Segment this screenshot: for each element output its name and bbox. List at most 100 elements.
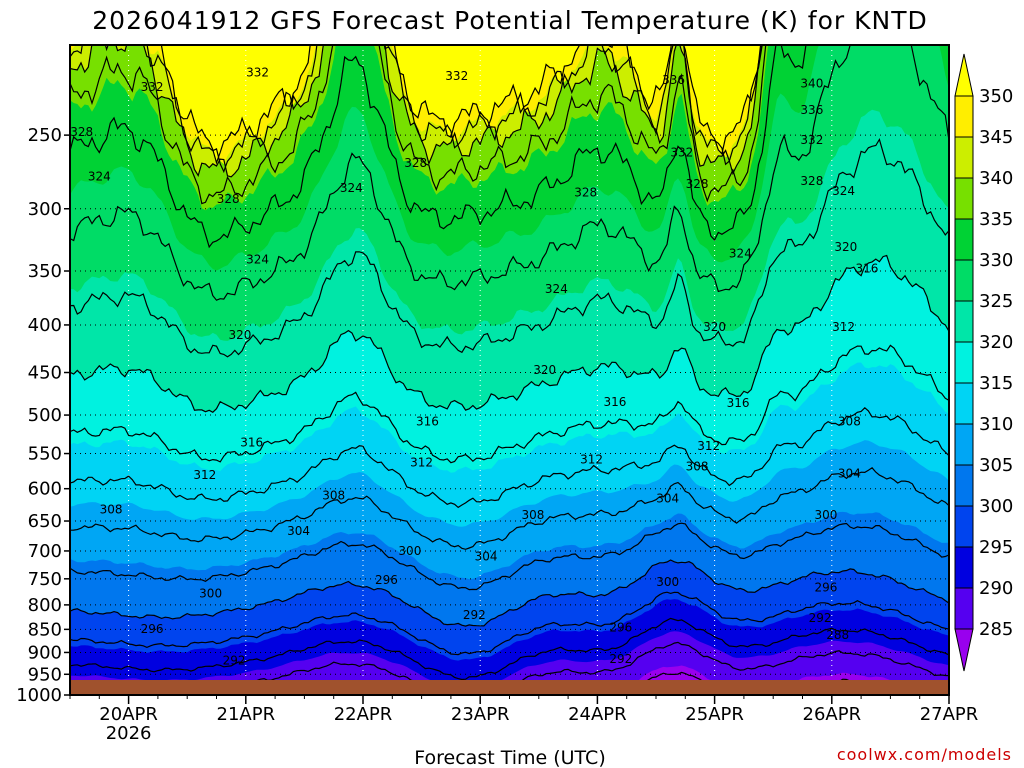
contour-label: 316 [416, 414, 439, 428]
contour-label: 312 [580, 452, 603, 466]
colorbar-label: 345 [979, 127, 1013, 148]
isentrope-line [70, 591, 949, 656]
colorbar-label: 305 [979, 455, 1013, 476]
contour-label: 312 [697, 439, 720, 453]
x-tick-label: 20APR [99, 704, 158, 725]
contour-label: 328 [217, 192, 240, 206]
contour-label: 324 [545, 282, 568, 296]
colorbar-label: 315 [979, 373, 1013, 394]
y-tick-label: 300 [28, 199, 62, 220]
theta-band [161, 45, 761, 163]
contour-label: 296 [609, 620, 632, 634]
contour-label: 324 [88, 170, 111, 184]
colorbar-label: 320 [979, 332, 1013, 353]
isentrope-line [70, 344, 949, 464]
contour-label: 320 [834, 240, 857, 254]
contour-label: 316 [727, 396, 750, 410]
y-tick-label: 450 [28, 363, 62, 384]
y-tick-label: 650 [28, 511, 62, 532]
isentrope-line [70, 45, 767, 205]
ground-surface [70, 680, 949, 695]
y-tick-label: 250 [28, 125, 62, 146]
isentrope-line [70, 254, 949, 414]
colorbar-segment [954, 587, 974, 630]
contour-label: 304 [656, 492, 679, 506]
contour-label: 296 [814, 580, 837, 594]
contour-label: 316 [856, 262, 879, 276]
contour-label: 312 [410, 455, 433, 469]
colorbar-segment [954, 177, 974, 220]
colorbar-label: 290 [979, 578, 1013, 599]
contour-label: 292 [223, 653, 246, 667]
colorbar-segment [954, 95, 974, 138]
x-axis: 20APR 21APR 22APR 23APR 24APR 25APR 26APR 27APR… [69, 695, 979, 744]
contour-label: 328 [404, 156, 427, 170]
colorbar-segment [954, 136, 974, 179]
colorbar-min-arrow [954, 628, 974, 672]
contour-label: 332 [246, 65, 269, 79]
contour-label: 296 [141, 622, 164, 636]
contour-label: 292 [463, 608, 486, 622]
colorbar-segment [954, 546, 974, 589]
contour-label: 292 [609, 652, 632, 666]
contour-label: 324 [246, 252, 269, 266]
colorbar-label: 340 [979, 168, 1013, 189]
y-tick-label: 750 [28, 569, 62, 590]
contour-label: 320 [533, 363, 556, 377]
y-tick-label: 1000 [16, 685, 62, 706]
x-tick-label: 27APR [920, 704, 979, 725]
colorbar-label: 310 [979, 414, 1013, 435]
colorbar-segment [954, 464, 974, 507]
contour-label: 332 [670, 146, 693, 160]
y-tick-label: 700 [28, 541, 62, 562]
contour-label: 324 [832, 184, 855, 198]
contour-label: 316 [604, 395, 627, 409]
contour-label: 328 [686, 177, 709, 191]
colorbar-label: 330 [979, 250, 1013, 271]
isentrope-line [70, 45, 807, 249]
contour-label: 304 [287, 524, 310, 538]
contour-label: 300 [656, 575, 679, 589]
contour-label: 300 [199, 587, 222, 601]
contour-label: 296 [375, 573, 398, 587]
isentrope-line [70, 138, 949, 358]
x-tick-label: 25APR [685, 704, 744, 725]
isentrope-line [70, 406, 949, 509]
contour-label: 308 [838, 414, 861, 428]
y-axis: 2503003504004505005506006507007508008509… [16, 125, 70, 706]
x-tick-label: 26APR [803, 704, 862, 725]
colorbar-segment [954, 341, 974, 384]
contour-label: 324 [729, 246, 752, 260]
x-tick-label: 22APR [334, 704, 393, 725]
contour-label: 308 [686, 460, 709, 474]
contour-label: 304 [838, 467, 861, 481]
y-tick-label: 800 [28, 595, 62, 616]
x-year-label: 2026 [106, 723, 152, 744]
contour-label: 328 [574, 185, 597, 199]
contour-label: 320 [228, 328, 251, 342]
colorbar-label: 295 [979, 537, 1013, 558]
y-tick-label: 900 [28, 642, 62, 663]
colorbar-segment [954, 300, 974, 343]
contour-label: 320 [703, 320, 726, 334]
isentrope-line [70, 45, 763, 174]
contour-label: 312 [193, 468, 216, 482]
contour-label: 332 [445, 69, 468, 83]
contour-label: 328 [70, 125, 93, 139]
chart-title: 2026041912 GFS Forecast Potential Temper… [92, 6, 927, 35]
contour-label: 304 [475, 550, 498, 564]
contour-label: 332 [800, 133, 823, 147]
contour-label: 308 [521, 508, 544, 522]
y-tick-label: 950 [28, 664, 62, 685]
y-tick-label: 550 [28, 444, 62, 465]
y-tick-label: 850 [28, 619, 62, 640]
contour-label: 328 [800, 174, 823, 188]
contour-label: 340 [800, 76, 823, 90]
contour-label: 324 [340, 181, 363, 195]
isentrope-line [70, 467, 949, 550]
contour-label: 336 [800, 103, 823, 117]
contour-label: 292 [809, 611, 832, 625]
contour-label: 300 [814, 508, 837, 522]
colorbar-label: 285 [979, 619, 1013, 640]
x-axis-title: Forecast Time (UTC) [414, 747, 605, 768]
